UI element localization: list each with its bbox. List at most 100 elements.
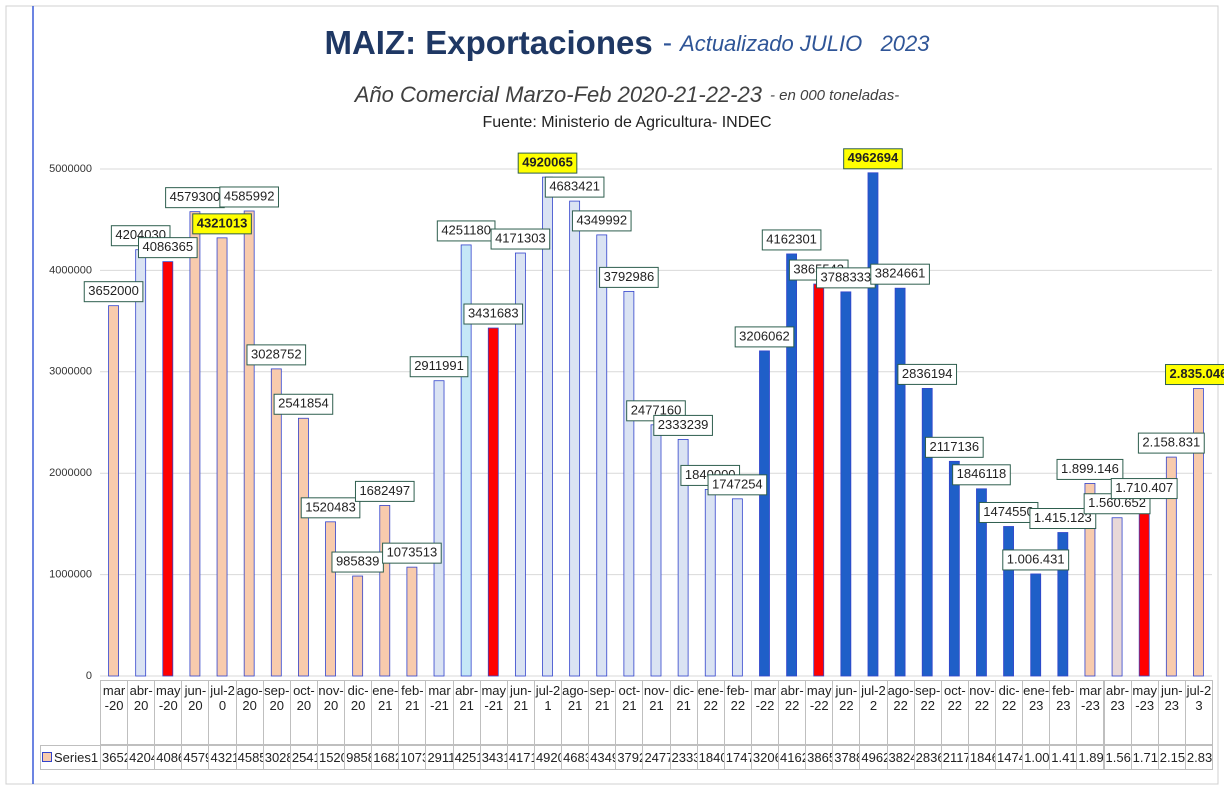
bar: [813, 283, 825, 677]
table-value: 4920065: [533, 745, 563, 770]
data-label: 1.899.146: [1056, 458, 1124, 480]
data-label-text: 4171303: [495, 230, 546, 245]
table-value: 1846118: [967, 745, 996, 770]
table-value: 1.899.146: [1076, 745, 1105, 770]
data-label-box: [1137, 432, 1205, 454]
bar: [650, 424, 662, 677]
data-label-box: [544, 176, 605, 198]
data-label-text: 3824661: [875, 266, 926, 281]
data-label-text: 2541854: [278, 396, 329, 411]
data-label-box: [843, 148, 903, 170]
table-value: 2117136: [940, 745, 969, 770]
table-value: 1747254: [723, 745, 752, 770]
bar: [135, 249, 147, 677]
x-tick-label: oct-20: [289, 680, 318, 745]
table-value: 1682497: [371, 745, 400, 770]
table-value: 1.415.123: [1049, 745, 1078, 770]
x-tick-label: oct-22: [940, 680, 969, 745]
x-tick-label: ago-20: [235, 680, 264, 745]
table-value: 4251180: [452, 745, 481, 770]
subtitle-note: - en 000 toneladas-: [770, 87, 899, 104]
chart-title: MAIZ: Exportaciones: [324, 24, 652, 61]
title-group: MAIZ: Exportaciones - Actualizado JULIO 20…: [324, 24, 930, 61]
data-label-text: 2117136: [930, 439, 980, 454]
data-label-box: [952, 464, 1011, 486]
data-label-text: 3206062: [739, 328, 790, 343]
x-tick-label: jun-22: [832, 680, 861, 745]
data-label: 1846118: [952, 464, 1011, 486]
x-tick-label: ago-22: [886, 680, 915, 745]
data-label: 3792986: [599, 266, 659, 288]
data-label: 4683421: [544, 176, 605, 198]
table-value: 1073513: [398, 745, 427, 770]
data-label-box: [599, 266, 659, 288]
data-label-text: 3788333: [821, 269, 872, 284]
bar: [677, 439, 689, 677]
y-tick-label: 2000000: [49, 467, 92, 479]
data-label: 2.158.831: [1137, 432, 1205, 454]
data-label-box: [192, 213, 252, 235]
data-label: 3431683: [463, 303, 524, 325]
data-label: 1.710.407: [1110, 478, 1178, 500]
x-tick-label: mar-21: [425, 680, 454, 745]
bar: [108, 305, 119, 677]
data-label: 3028752: [246, 344, 307, 366]
data-label-box: [490, 228, 551, 250]
data-label-box: [1002, 549, 1070, 571]
data-label-box: [870, 263, 930, 285]
data-label-text: 1682497: [359, 483, 410, 498]
x-tick-label: feb-23: [1049, 680, 1078, 745]
x-tick-label: mar-22: [750, 680, 780, 745]
table-value: 4204030: [127, 745, 156, 770]
data-label-text: 4585992: [224, 188, 275, 203]
data-label-box: [734, 326, 795, 348]
bar: [921, 388, 933, 677]
data-label-box: [925, 436, 984, 458]
data-label: 3652000: [83, 281, 144, 303]
x-tick-label: nov-21: [642, 680, 671, 745]
bar: [1057, 532, 1069, 677]
table-value: 4962694: [859, 745, 888, 770]
data-label-box: [137, 237, 198, 259]
data-label-box: [761, 229, 822, 251]
bar: [433, 380, 445, 677]
bar: [623, 290, 635, 677]
x-tick-label: may-22: [805, 680, 834, 745]
data-label: 4162301: [761, 229, 822, 251]
y-tick-label: 3000000: [49, 366, 92, 378]
bar: [542, 176, 553, 677]
data-label: 2836194: [897, 363, 958, 385]
bar: [731, 498, 743, 677]
table-value: 3652000: [100, 745, 129, 770]
data-label: 3824661: [870, 263, 930, 285]
table-value: 2.158.831: [1157, 745, 1186, 770]
bar: [514, 252, 526, 677]
table-value: 985839: [344, 745, 373, 770]
x-tick-label: mar-23: [1076, 680, 1105, 745]
x-tick-label: ene-22: [696, 680, 725, 745]
bar: [216, 237, 228, 677]
x-tick-label: dic-22: [995, 680, 1024, 745]
bar: [759, 350, 770, 677]
table-value: 2477160: [642, 745, 671, 770]
data-label: 3206062: [734, 326, 795, 348]
x-tick-label: jun-23: [1157, 680, 1186, 745]
x-tick-label: jun-20: [181, 680, 210, 745]
table-legend-blank: [40, 680, 100, 745]
data-label: 4086365: [137, 237, 198, 259]
bar: [894, 287, 906, 677]
data-label-text: 4920065: [522, 155, 573, 170]
data-label-text: 3792986: [604, 269, 655, 284]
bar: [189, 211, 201, 677]
data-label-box: [571, 210, 632, 232]
table-value: 3824661: [886, 745, 915, 770]
table-value: 1.710.407: [1130, 745, 1159, 770]
data-label-box: [1165, 364, 1224, 386]
data-label: 1520483: [300, 497, 361, 519]
chart-frame: [5, 5, 1219, 785]
data-label: 4585992: [219, 186, 279, 208]
data-label-text: 2836194: [902, 366, 953, 381]
bar: [1111, 517, 1123, 677]
data-label-text: 2.158.831: [1142, 435, 1200, 450]
data-label-text: 3028752: [251, 346, 302, 361]
